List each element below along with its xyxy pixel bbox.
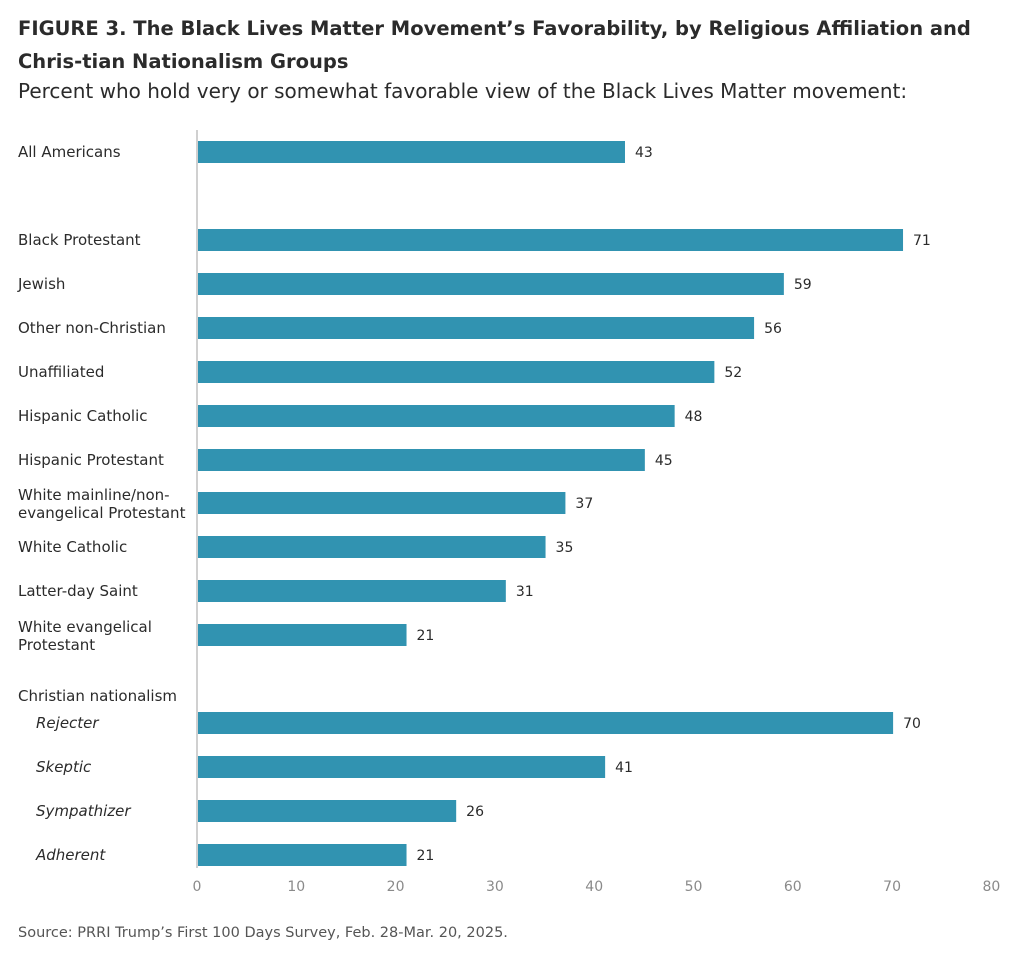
value-label-white-mainline-non-evangelical-protestant: 37 xyxy=(575,496,593,512)
value-label-adherent: 21 xyxy=(417,848,435,864)
bar-adherent xyxy=(198,844,407,866)
value-label-hispanic-catholic: 48 xyxy=(685,409,703,425)
x-tick-label-40: 40 xyxy=(585,879,603,895)
category-label-skeptic: Skeptic xyxy=(36,758,92,776)
category-label-jewish: Jewish xyxy=(17,275,65,293)
category-label-black-protestant: Black Protestant xyxy=(18,231,141,249)
x-tick-label-60: 60 xyxy=(784,879,802,895)
category-label-white-catholic: White Catholic xyxy=(18,538,127,556)
value-label-jewish: 59 xyxy=(794,277,812,293)
x-tick-label-80: 80 xyxy=(982,879,1000,895)
category-label-unaffiliated: Unaffiliated xyxy=(18,363,104,381)
category-label-hispanic-catholic: Hispanic Catholic xyxy=(18,407,147,425)
category-label-adherent: Adherent xyxy=(35,846,106,864)
bar-latter-day-saint xyxy=(198,580,506,602)
value-label-sympathizer: 26 xyxy=(466,804,484,820)
x-tick-label-10: 10 xyxy=(287,879,305,895)
value-label-hispanic-protestant: 45 xyxy=(655,453,673,469)
category-label-white-mainline-non-evangelical-protestant-line-2: evangelical Protestant xyxy=(18,504,186,522)
bar-white-evangelical-protestant xyxy=(198,624,407,646)
category-label-hispanic-protestant: Hispanic Protestant xyxy=(18,451,164,469)
value-label-latter-day-saint: 31 xyxy=(516,584,534,600)
chart-subtitle: Percent who hold very or somewhat favora… xyxy=(18,79,908,103)
bar-white-catholic xyxy=(198,536,546,558)
value-label-skeptic: 41 xyxy=(615,760,633,776)
x-tick-label-50: 50 xyxy=(685,879,703,895)
bar-unaffiliated xyxy=(198,361,715,383)
group-header-christian-nationalism: Christian nationalism xyxy=(18,687,177,705)
value-label-rejecter: 70 xyxy=(903,716,921,732)
bar-jewish xyxy=(198,273,784,295)
bar-black-protestant xyxy=(198,229,904,251)
bars-group: 43 All Americans 71 Black Protestant 59 Jewis… xyxy=(17,141,931,866)
x-axis-ticks: 0 10 20 30 40 50 60 70 80 xyxy=(193,879,1001,895)
bar-rejecter xyxy=(198,712,894,734)
value-label-all-americans: 43 xyxy=(635,145,653,161)
bar-hispanic-protestant xyxy=(198,449,645,471)
bar-all-americans xyxy=(198,141,625,163)
value-label-white-evangelical-protestant: 21 xyxy=(417,628,435,644)
bar-other-non-christian xyxy=(198,317,755,339)
category-label-white-evangelical-protestant-line-1: White evangelical xyxy=(18,618,152,636)
x-tick-label-70: 70 xyxy=(883,879,901,895)
category-label-white-evangelical-protestant-line-2: Protestant xyxy=(18,636,95,654)
category-label-other-non-christian: Other non-Christian xyxy=(18,319,166,337)
value-label-white-catholic: 35 xyxy=(556,540,574,556)
bar-hispanic-catholic xyxy=(198,405,675,427)
category-label-latter-day-saint: Latter-day Saint xyxy=(18,582,138,600)
source-note: Source: PRRI Trump’s First 100 Days Surv… xyxy=(18,925,508,941)
value-label-unaffiliated: 52 xyxy=(724,365,742,381)
bar-sympathizer xyxy=(198,800,457,822)
x-tick-label-20: 20 xyxy=(387,879,405,895)
category-label-all-americans: All Americans xyxy=(18,143,121,161)
x-tick-label-0: 0 xyxy=(193,879,202,895)
category-label-rejecter: Rejecter xyxy=(36,714,99,732)
category-label-white-mainline-non-evangelical-protestant-line-1: White mainline/non- xyxy=(18,486,170,504)
value-label-black-protestant: 71 xyxy=(913,233,931,249)
bar-skeptic xyxy=(198,756,606,778)
bar-white-mainline-non-evangelical-protestant xyxy=(198,492,566,514)
chart-title: FIGURE 3. The Black Lives Matter Movemen… xyxy=(18,17,971,73)
x-tick-label-30: 30 xyxy=(486,879,504,895)
value-label-other-non-christian: 56 xyxy=(764,321,782,337)
category-label-sympathizer: Sympathizer xyxy=(36,802,131,820)
